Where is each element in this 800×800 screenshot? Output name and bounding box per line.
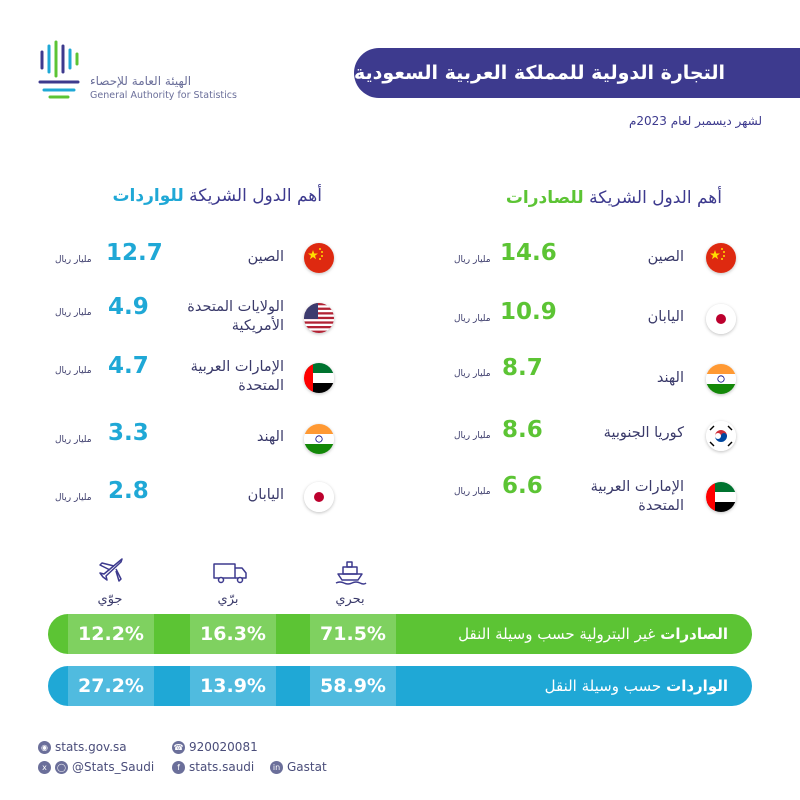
logo-english-text: General Authority for Statistics [90, 90, 237, 101]
air-label: جوّي [97, 592, 123, 607]
value-unit: مليار ريال [55, 255, 92, 265]
linkedin-icon: in [270, 760, 283, 774]
country-name: الإمارات العربية المتحدة [191, 358, 284, 396]
gastat-logo: الهيئة العامة للإحصاء General Authority … [36, 38, 237, 102]
exports-land-percent: 16.3% [190, 614, 276, 654]
gastat-logo-mark-icon [38, 40, 80, 99]
truck-icon [213, 563, 247, 584]
facebook-icon: f [172, 760, 185, 774]
page-title: التجارة الدولية للمملكة العربية السعودية [354, 62, 726, 84]
exports-heading-prefix: أهم الدول الشريكة [589, 188, 722, 208]
airplane-icon [99, 558, 123, 582]
imports-transport-bar: 58.9% 13.9% 27.2% الواردات حسب وسيلة الن… [48, 666, 752, 706]
import-value: 4.9 [108, 294, 149, 320]
country-name: الصين [247, 249, 284, 265]
facebook-text: stats.saudi [189, 760, 255, 774]
website-text: stats.gov.sa [55, 740, 127, 754]
instagram-icon: ◯ [55, 760, 68, 774]
uae-flag-icon [304, 363, 334, 393]
country-name-line2: المتحدة [238, 378, 284, 394]
phone-icon: ☎ [172, 740, 185, 754]
imports-sea-percent: 58.9% [310, 666, 396, 706]
page-subtitle: لشهر ديسمبر لعام 2023م [628, 114, 762, 128]
export-value: 14.6 [500, 240, 557, 266]
country-name: الهند [256, 429, 284, 445]
value-unit: مليار ريال [454, 431, 491, 441]
globe-icon: ◉ [38, 740, 51, 754]
imports-heading-highlight: للواردات [112, 186, 184, 206]
country-name: كوريا الجنوبية [603, 425, 684, 441]
value-unit: مليار ريال [55, 308, 92, 318]
export-value: 10.9 [500, 299, 557, 325]
imports-heading: أهم الدول الشريكة للواردات [112, 186, 322, 206]
country-name-line2: المتحدة [638, 498, 684, 514]
country-name: الصين [647, 249, 684, 265]
usa-flag-icon [304, 303, 334, 333]
exports-bar-label: الصادرات غير البترولية حسب وسيلة النقل [458, 614, 728, 654]
footer-website[interactable]: ◉ stats.gov.sa [38, 740, 127, 754]
social-text: @Stats_Saudi [72, 760, 155, 774]
export-value: 8.7 [502, 355, 543, 381]
land-label: برّي [217, 592, 239, 607]
phone-text: 920020081 [189, 740, 258, 754]
exports-transport-bar: 71.5% 16.3% 12.2% الصادرات غير البترولية… [48, 614, 752, 654]
imports-bar-label: الواردات حسب وسيلة النقل [545, 666, 728, 706]
value-unit: مليار ريال [55, 493, 92, 503]
footer-linkedin[interactable]: in Gastat [270, 760, 327, 774]
country-name: اليابان [647, 309, 684, 325]
logo-arabic-text: الهيئة العامة للإحصاء [90, 74, 192, 88]
footer-social[interactable]: x ◯ @Stats_Saudi [38, 760, 154, 774]
import-value: 12.7 [106, 240, 163, 266]
export-value: 8.6 [502, 417, 543, 443]
value-unit: مليار ريال [454, 487, 491, 497]
title-banner: التجارة الدولية للمملكة العربية السعودية [354, 48, 800, 98]
x-icon: x [38, 760, 51, 774]
export-value: 6.6 [502, 473, 543, 499]
imports-land-percent: 13.9% [190, 666, 276, 706]
value-unit: مليار ريال [454, 255, 491, 265]
import-value: 4.7 [108, 353, 149, 379]
country-name-line1: الإمارات العربية [190, 359, 284, 375]
japan-flag-icon [304, 482, 334, 512]
sea-label: بحري [335, 592, 365, 607]
imports-air-percent: 27.2% [68, 666, 154, 706]
exports-bar-label-bold: الصادرات [660, 625, 728, 643]
imports-heading-prefix: أهم الدول الشريكة [189, 186, 322, 206]
japan-flag-icon [706, 304, 736, 334]
country-name-line2: الأمريكية [231, 318, 284, 334]
india-flag-icon [706, 364, 736, 394]
value-unit: مليار ريال [55, 435, 92, 445]
south-korea-flag-icon [706, 421, 736, 451]
imports-bar-label-rest: حسب وسيلة النقل [544, 677, 662, 695]
country-name: اليابان [247, 487, 284, 503]
ship-icon [335, 561, 367, 585]
uae-flag-icon [706, 482, 736, 512]
exports-heading: أهم الدول الشريكة للصادرات [506, 188, 722, 208]
import-value: 2.8 [108, 478, 149, 504]
country-name-line1: الإمارات العربية [590, 479, 684, 495]
exports-sea-percent: 71.5% [310, 614, 396, 654]
value-unit: مليار ريال [454, 369, 491, 379]
imports-bar-label-bold: الواردات [666, 677, 728, 695]
india-flag-icon [304, 424, 334, 454]
country-name-line1: الولايات المتحدة [187, 299, 284, 315]
country-name: الهند [656, 370, 684, 386]
country-name: الولايات المتحدة الأمريكية [187, 298, 284, 336]
footer-facebook[interactable]: f stats.saudi [172, 760, 254, 774]
value-unit: مليار ريال [454, 314, 491, 324]
exports-heading-highlight: للصادرات [505, 188, 584, 208]
import-value: 3.3 [108, 420, 149, 446]
linkedin-text: Gastat [287, 760, 327, 774]
china-flag-icon [304, 243, 334, 273]
footer-phone[interactable]: ☎ 920020081 [172, 740, 258, 754]
value-unit: مليار ريال [55, 366, 92, 376]
exports-bar-label-rest: غير البترولية حسب وسيلة النقل [458, 625, 656, 643]
china-flag-icon [706, 243, 736, 273]
exports-air-percent: 12.2% [68, 614, 154, 654]
country-name: الإمارات العربية المتحدة [591, 478, 684, 516]
